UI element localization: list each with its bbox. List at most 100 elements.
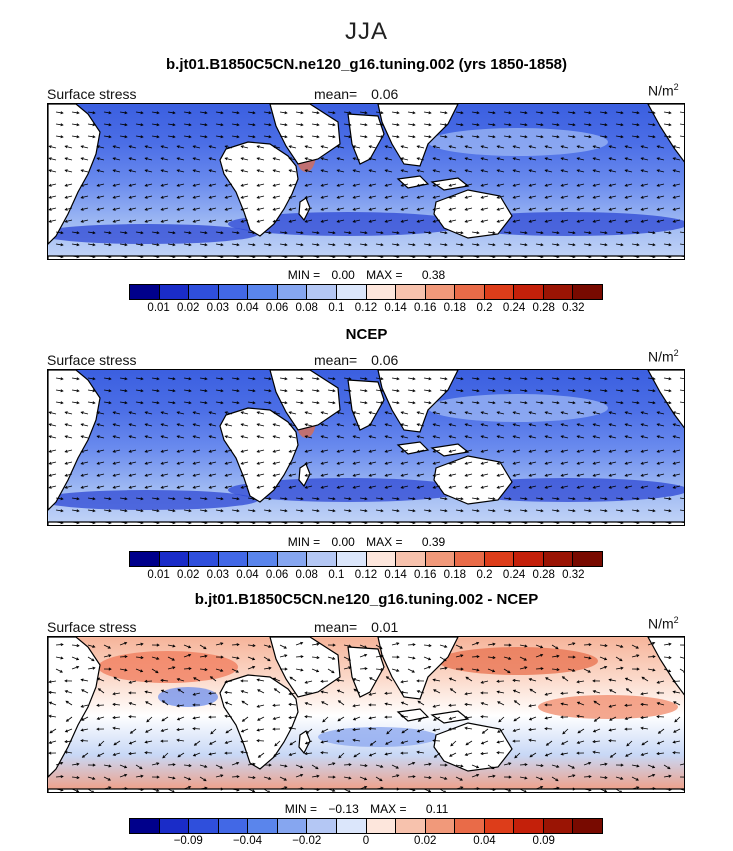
wind-vector (401, 449, 409, 453)
wind-vector (97, 716, 105, 720)
wind-vector (135, 656, 144, 659)
wind-vector-head (316, 509, 320, 513)
wind-vector (631, 231, 639, 234)
panel-2-mean-value: 0.06 (371, 352, 399, 368)
wind-vector (513, 207, 521, 211)
wind-vector (87, 788, 94, 792)
wind-vector (193, 473, 201, 477)
wind-vector (439, 667, 447, 670)
wind-vector (225, 411, 233, 415)
wind-vector-head (188, 521, 192, 525)
wind-vector (305, 219, 313, 223)
wind-vector-head (668, 509, 672, 513)
wind-vector (657, 207, 665, 211)
wind-vector-head (652, 111, 656, 115)
wind-vector-head (288, 461, 292, 465)
wind-vector-head (140, 389, 144, 393)
wind-vector-head (268, 644, 272, 648)
wind-vector (263, 243, 271, 246)
wind-vector-head (348, 255, 352, 259)
wind-vector-head (256, 461, 260, 465)
wind-vector (209, 169, 217, 173)
wind-vector-head (460, 231, 464, 235)
wind-vector-head (672, 435, 676, 439)
wind-vector (295, 509, 303, 512)
wind-vector-head (604, 135, 608, 139)
wind-vector (119, 123, 127, 126)
wind-vector-head (348, 123, 352, 127)
wind-vector-head (412, 521, 416, 525)
wind-vector (55, 656, 63, 659)
wind-vector (535, 389, 543, 392)
wind-vector (119, 389, 127, 392)
wind-vector (225, 680, 233, 683)
wind-vector-head (172, 776, 176, 780)
wind-vector-head (448, 207, 452, 211)
wind-vector (161, 145, 169, 149)
wind-vector-head (352, 678, 356, 682)
wind-vector-head (288, 726, 292, 730)
wind-vector (663, 123, 671, 126)
wind-vector (225, 461, 233, 465)
wind-vector-head (176, 461, 180, 465)
wind-vector (497, 157, 505, 161)
colorbar-swatch (307, 552, 337, 566)
colorbar-swatch (396, 285, 426, 299)
wind-vector-head (412, 761, 416, 765)
wind-vector (289, 473, 297, 477)
wind-vector-head (672, 449, 676, 453)
wind-vector-head (544, 703, 548, 707)
wind-vector (503, 255, 511, 258)
wind-vector-head (432, 157, 436, 161)
wind-vector (487, 788, 496, 791)
wind-vector-head (140, 774, 144, 778)
wind-vector-head (667, 766, 671, 770)
wind-vector-head (400, 701, 405, 705)
wind-vector (369, 411, 377, 415)
wind-vector (257, 219, 265, 223)
wind-vector (103, 509, 111, 512)
wind-vector-head (208, 702, 212, 706)
wind-vector (513, 411, 521, 415)
wind-vector-head (112, 183, 116, 187)
wind-vector-head (672, 195, 676, 199)
wind-vector (545, 157, 553, 161)
wind-vector (593, 473, 601, 477)
wind-vector-head (652, 255, 656, 259)
wind-vector (295, 642, 303, 646)
wind-vector-head (592, 169, 596, 173)
wind-vector-head (60, 643, 64, 647)
wind-vector-head (241, 700, 245, 704)
wind-vector-head (386, 731, 390, 735)
wind-vector (231, 644, 240, 646)
wind-vector (55, 668, 63, 673)
wind-vector (641, 157, 649, 161)
wind-vector (279, 401, 287, 404)
wind-vector-head (656, 169, 660, 173)
wind-vector (647, 642, 655, 646)
wind-vector (87, 135, 95, 138)
wind-vector-head (364, 401, 368, 405)
wind-vector (311, 231, 319, 234)
wind-vector (663, 377, 671, 380)
wind-vector (401, 195, 409, 199)
wind-vector-head (592, 750, 596, 754)
wind-vector-head (81, 754, 85, 758)
wind-vector (145, 473, 153, 477)
wind-vector (273, 195, 281, 199)
wind-vector (497, 485, 505, 489)
wind-vector-head (304, 423, 308, 427)
wind-vector-head (272, 716, 276, 720)
wind-vector (593, 195, 601, 199)
panel-3-units-exp: 2 (673, 615, 679, 625)
wind-vector-head (592, 729, 597, 733)
wind-vector-head (604, 123, 608, 127)
wind-vector-head (176, 157, 180, 161)
wind-vector (145, 219, 153, 223)
wind-vector (641, 692, 649, 695)
wind-vector-head (172, 497, 176, 501)
wind-vector (423, 666, 431, 670)
wind-vector-head (444, 231, 448, 235)
wind-vector-head (272, 207, 276, 211)
wind-vector-head (496, 423, 500, 427)
